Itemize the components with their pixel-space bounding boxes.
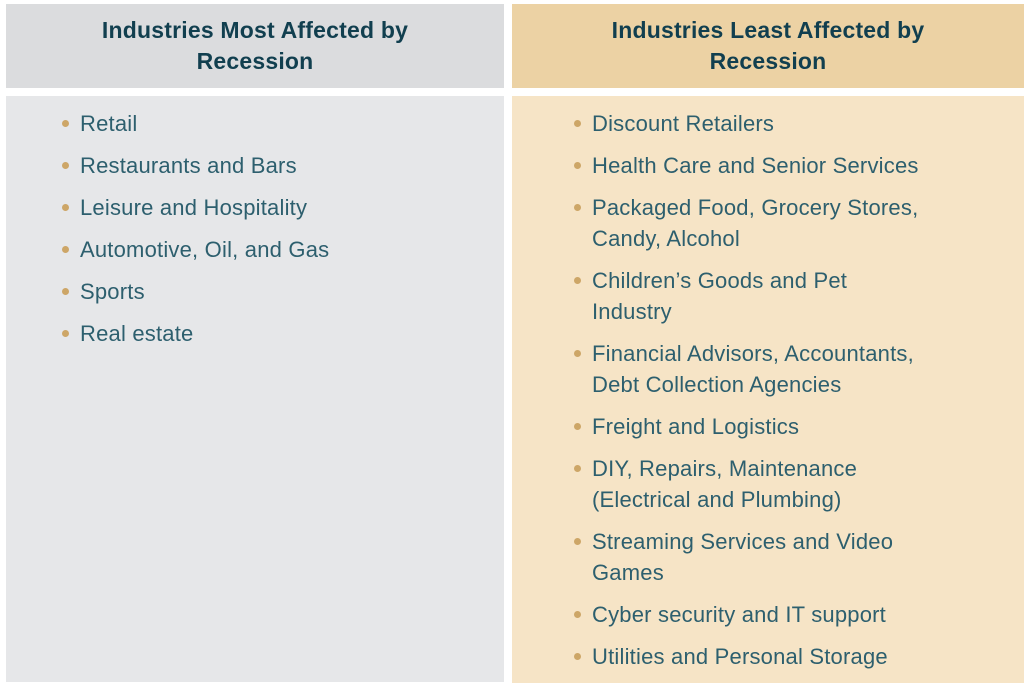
bullet-icon [62, 246, 69, 253]
list-item-text: Retail [80, 111, 138, 136]
bullet-icon [574, 653, 581, 660]
list-item: Sports [62, 276, 498, 307]
list-item-text: Real estate [80, 321, 194, 346]
bullet-icon [574, 204, 581, 211]
list-item-text: Automotive, Oil, and Gas [80, 237, 330, 262]
bullet-icon [574, 538, 581, 545]
list-item: Cyber security and IT support [574, 599, 1018, 630]
list-item: Restaurants and Bars [62, 150, 498, 181]
list-item-text: Restaurants and Bars [80, 153, 297, 178]
column-least-affected: Industries Least Affected by Recession D… [512, 4, 1024, 683]
list-item-text: Cyber security and IT support [592, 602, 886, 627]
list-item: Real estate [62, 318, 498, 349]
bullet-icon [62, 288, 69, 295]
bullet-icon [62, 204, 69, 211]
list-item: Discount Retailers [574, 108, 1018, 139]
list-item-text: Health Care and Senior Services [592, 153, 919, 178]
list-item-text: Sports [80, 279, 145, 304]
list-item-text: Discount Retailers [592, 111, 775, 136]
least-affected-title: Industries Least Affected by Recession [611, 17, 925, 74]
list-item-text: Packaged Food, Grocery Stores, Candy, Al… [592, 195, 919, 251]
list-item: Utilities and Personal Storage [574, 641, 1018, 672]
list-item: DIY, Repairs, Maintenance (Electrical an… [574, 453, 1018, 515]
list-item-text: Financial Advisors, Accountants, Debt Co… [592, 341, 914, 397]
bullet-icon [574, 611, 581, 618]
most-affected-title: Industries Most Affected by Recession [101, 17, 409, 74]
list-item: Automotive, Oil, and Gas [62, 234, 498, 265]
list-item-text: DIY, Repairs, Maintenance (Electrical an… [592, 456, 858, 512]
list-item-text: Leisure and Hospitality [80, 195, 308, 220]
bullet-icon [574, 162, 581, 169]
column-most-affected: Industries Most Affected by Recession Re… [6, 4, 504, 682]
bullet-icon [574, 120, 581, 127]
list-item-text: Freight and Logistics [592, 414, 800, 439]
list-item-text: Utilities and Personal Storage [592, 644, 888, 669]
list-item: Leisure and Hospitality [62, 192, 498, 223]
list-item: Streaming Services and Video Games [574, 526, 1018, 588]
bullet-icon [62, 120, 69, 127]
bullet-icon [62, 330, 69, 337]
bullet-icon [574, 465, 581, 472]
bullet-icon [574, 277, 581, 284]
list-item: Children’s Goods and Pet Industry [574, 265, 1018, 327]
most-affected-list: Retail Restaurants and Bars Leisure and Ho… [6, 96, 504, 682]
list-item-text: Children’s Goods and Pet Industry [592, 268, 848, 324]
bullet-icon [574, 350, 581, 357]
list-item: Packaged Food, Grocery Stores, Candy, Al… [574, 192, 1018, 254]
list-item: Freight and Logistics [574, 411, 1018, 442]
most-affected-header: Industries Most Affected by Recession [6, 4, 504, 88]
list-item: Retail [62, 108, 498, 139]
bullet-icon [62, 162, 69, 169]
least-affected-list: Discount Retailers Health Care and Senior… [512, 96, 1024, 683]
list-item: Financial Advisors, Accountants, Debt Co… [574, 338, 1018, 400]
list-item-text: Streaming Services and Video Games [592, 529, 894, 585]
least-affected-header: Industries Least Affected by Recession [512, 4, 1024, 88]
bullet-icon [574, 423, 581, 430]
list-item: Health Care and Senior Services [574, 150, 1018, 181]
